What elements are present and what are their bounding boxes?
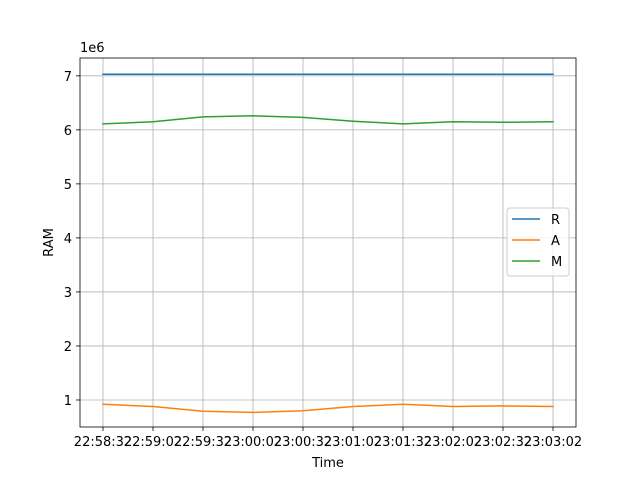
x-tick-label: 22:59:02: [124, 435, 182, 450]
y-axis-label: RAM: [42, 228, 57, 257]
y-tick-label: 2: [64, 340, 72, 355]
x-tick-label: 23:03:02: [524, 435, 582, 450]
series-line-M: [102, 115, 554, 125]
y-tick-label: 5: [64, 178, 72, 193]
legend-box: [506, 207, 570, 277]
y-tick-label: 1: [64, 394, 72, 409]
x-tick-label: 22:58:32: [74, 435, 132, 450]
y-tick-label: 4: [64, 232, 72, 247]
y-tick-label: 3: [64, 286, 72, 301]
x-tick-label: 23:02:32: [474, 435, 532, 450]
legend-label-R: R: [551, 213, 560, 228]
y-tick-label: 7: [64, 70, 72, 85]
x-tick-label: 22:59:32: [174, 435, 232, 450]
x-tick-label: 23:00:02: [224, 435, 282, 450]
y-tick-label: 6: [64, 124, 72, 139]
x-tick-label: 23:00:32: [274, 435, 332, 450]
legend-label-A: A: [551, 234, 560, 249]
series-layer: [102, 73, 554, 414]
tick-layer: 22:58:3222:59:0222:59:3223:00:0223:00:32…: [64, 70, 582, 450]
legend: RAM: [506, 207, 570, 277]
y-offset-label: 1e6: [80, 41, 105, 56]
plot-frame: [79, 57, 577, 428]
x-tick-label: 23:01:02: [324, 435, 382, 450]
x-axis-label: Time: [311, 456, 344, 471]
series-line-A: [102, 403, 554, 414]
legend-label-M: M: [551, 255, 562, 270]
x-tick-label: 23:01:32: [374, 435, 432, 450]
x-tick-label: 23:02:02: [424, 435, 482, 450]
